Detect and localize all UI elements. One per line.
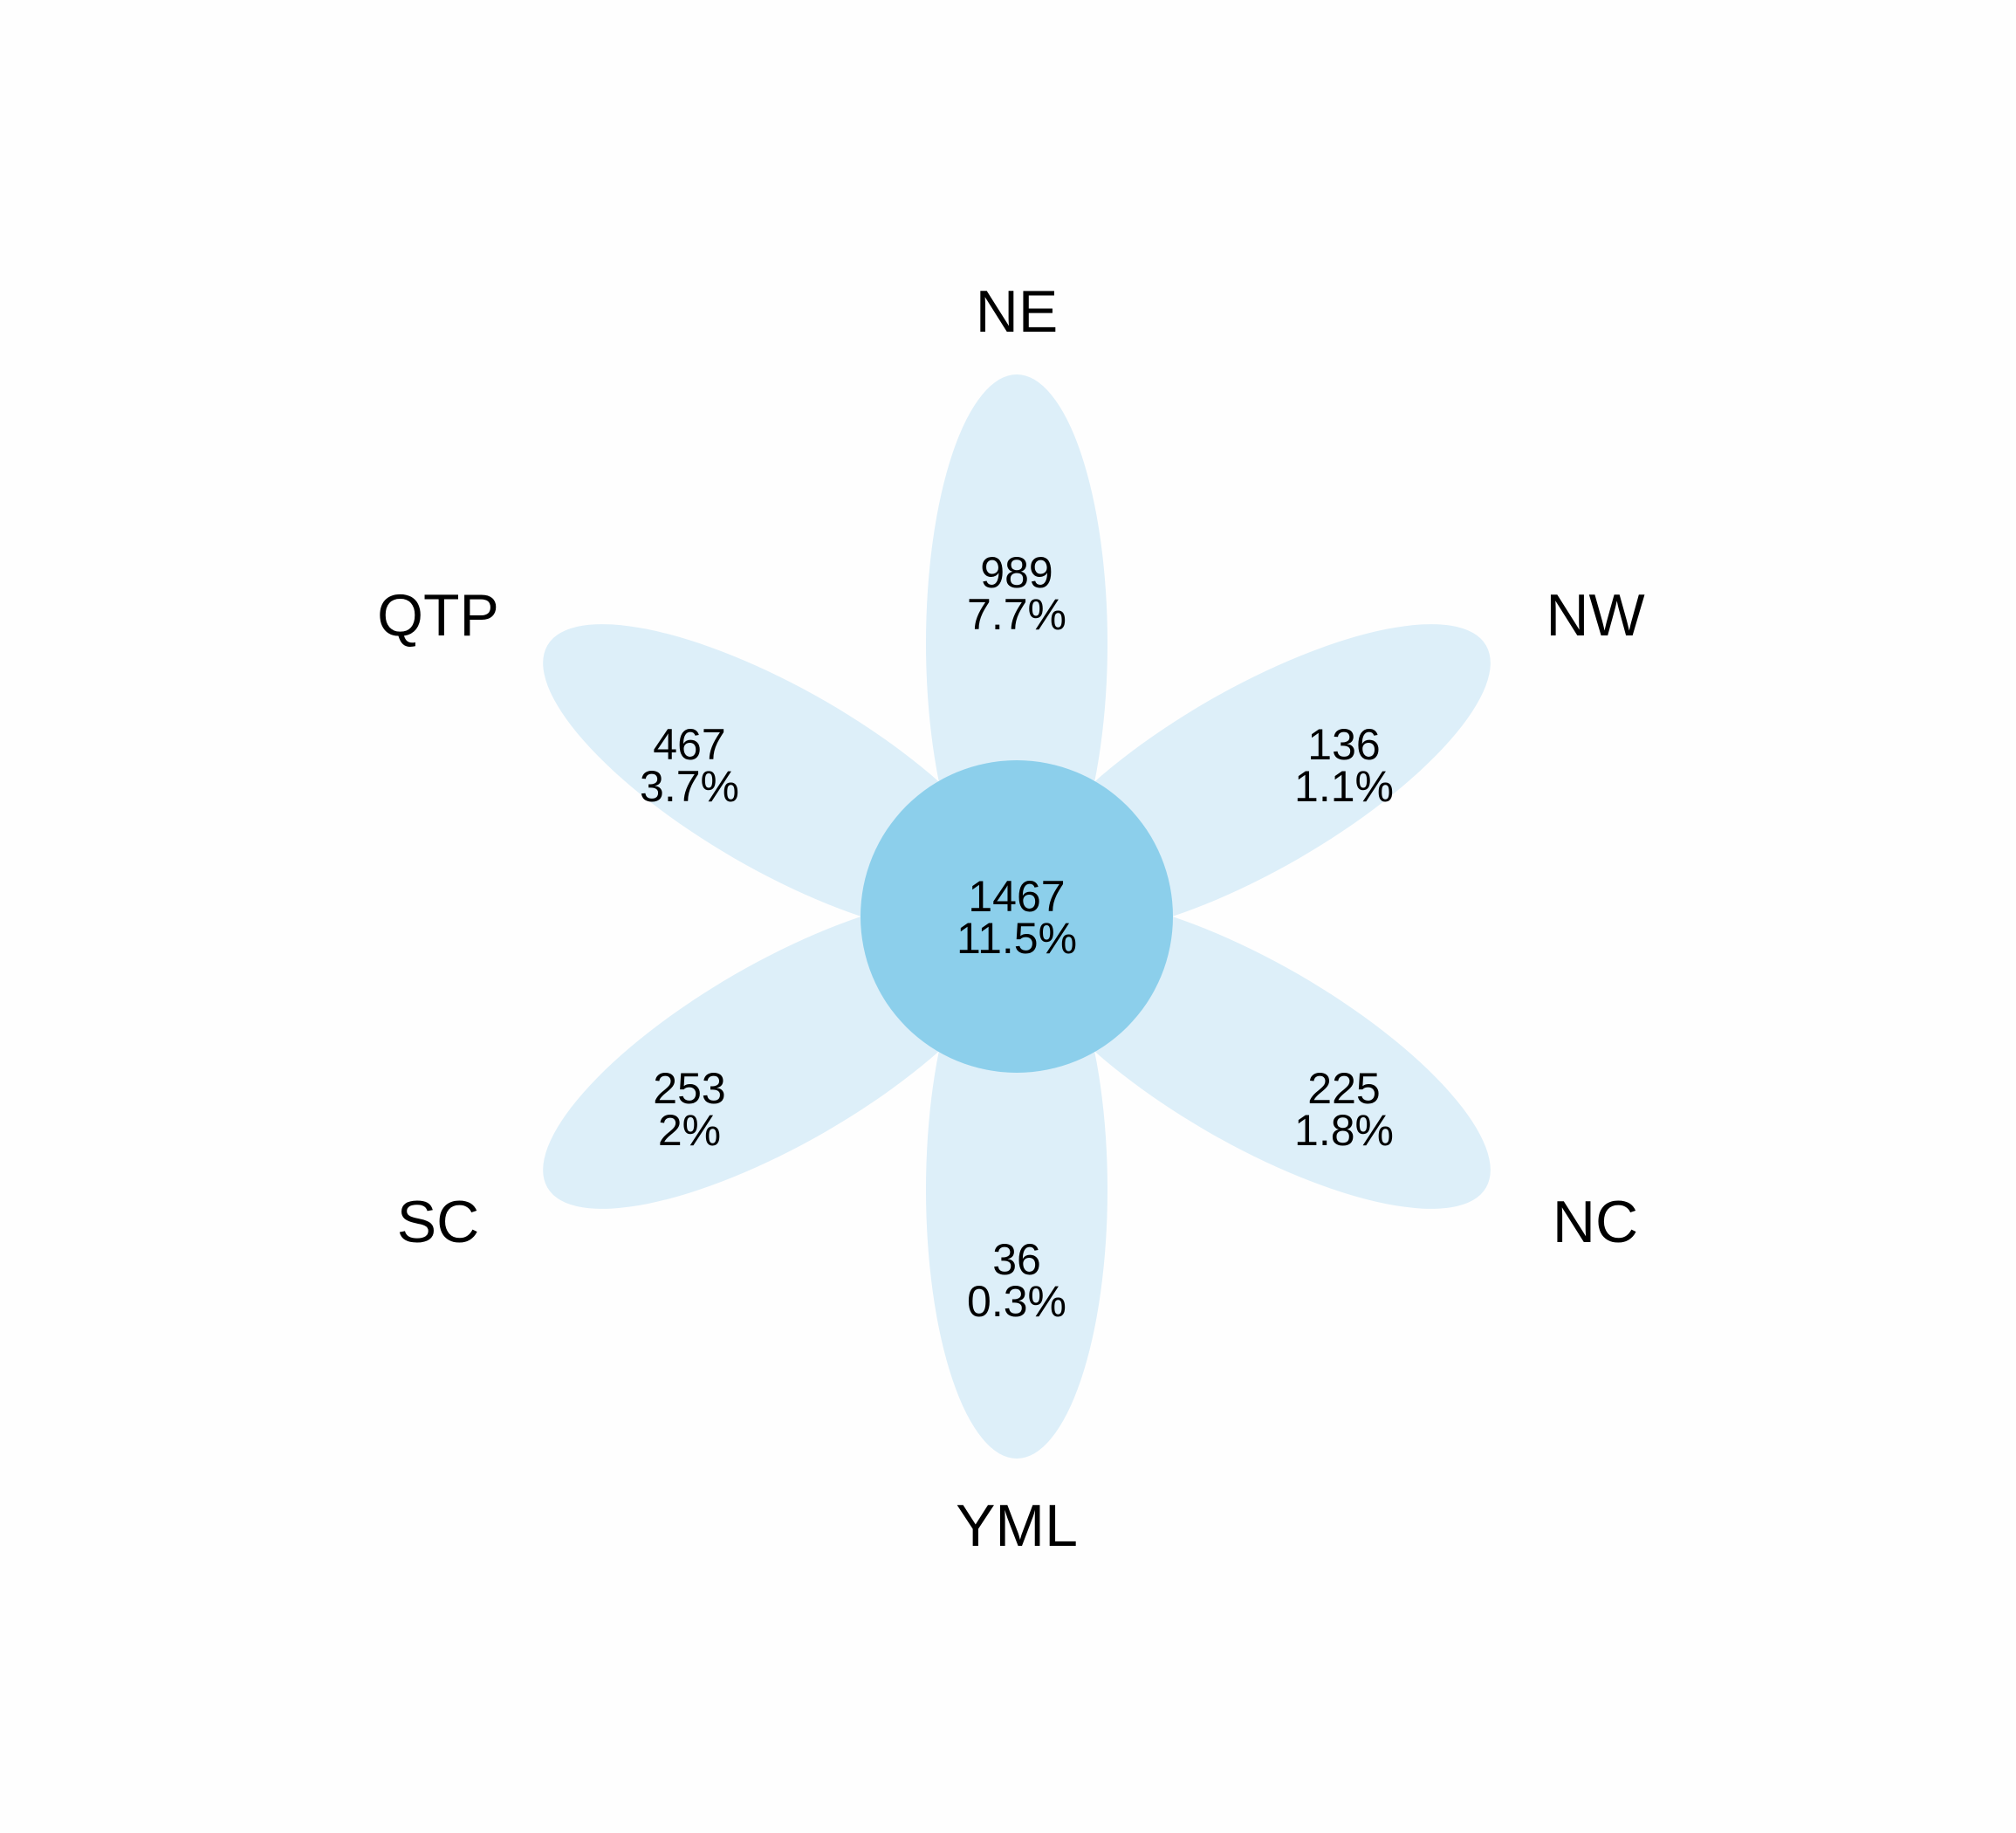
- petal-qtp-name: QTP: [377, 582, 499, 649]
- petal-nw-name: NW: [1546, 582, 1644, 649]
- petal-value-labels: 989 7.7% 136 1.1% 225 1.8% 36 0.3% 253 2…: [640, 548, 1394, 1326]
- petal-nw-percent: 1.1%: [1294, 762, 1394, 811]
- petal-name-labels: NE NW NC YML SC QTP: [377, 278, 1645, 1559]
- petal-ne-percent: 7.7%: [967, 590, 1066, 639]
- petal-yml-count: 36: [992, 1235, 1041, 1284]
- petal-qtp-count: 467: [653, 720, 725, 769]
- petal-nw-count: 136: [1307, 720, 1380, 769]
- petal-nc-count: 225: [1307, 1064, 1380, 1113]
- core-circle: [861, 760, 1173, 1073]
- core-percent: 11.5%: [957, 914, 1077, 963]
- petal-yml-percent: 0.3%: [967, 1277, 1066, 1326]
- petal-ne-count: 989: [980, 548, 1053, 597]
- petal-yml-name: YML: [956, 1493, 1078, 1559]
- petal-sc-count: 253: [653, 1064, 725, 1113]
- petal-ne-name: NE: [976, 278, 1058, 345]
- petal-qtp-percent: 3.7%: [640, 762, 739, 811]
- petal-sc-name: SC: [397, 1189, 479, 1255]
- petal-nc-percent: 1.8%: [1294, 1106, 1394, 1155]
- core-count: 1467: [968, 872, 1065, 921]
- petal-nc-name: NC: [1553, 1189, 1638, 1255]
- petal-sc-percent: 2%: [658, 1106, 721, 1155]
